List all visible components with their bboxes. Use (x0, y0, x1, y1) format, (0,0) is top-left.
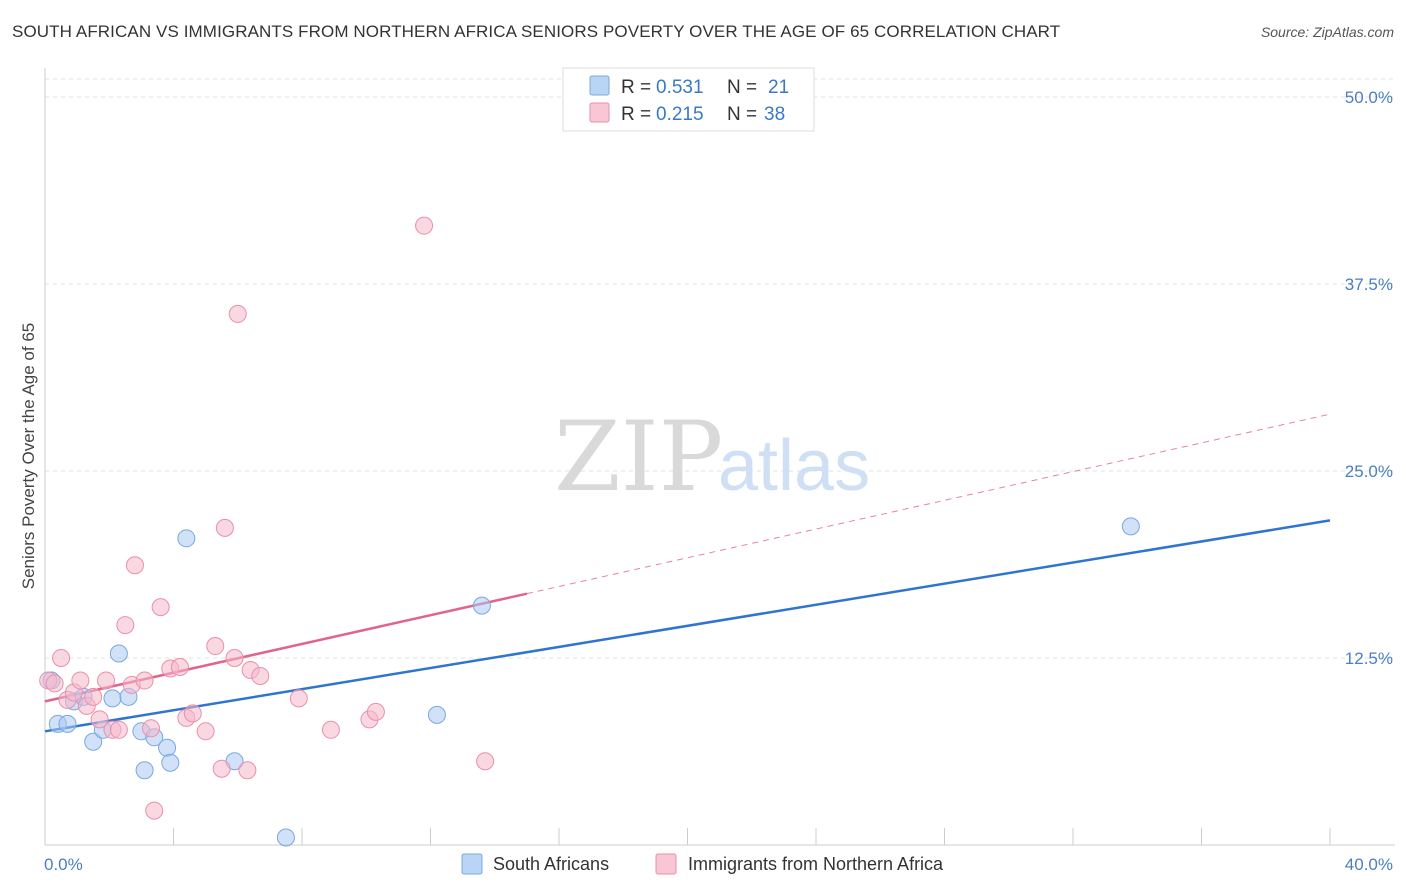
legend-n-value-2: 38 (764, 104, 785, 125)
legend-swatch-south-africans (589, 75, 610, 96)
south-africans-point-8 (109, 644, 128, 663)
immigrants-point-11 (109, 720, 128, 739)
immigrants-trend-extension (526, 413, 1331, 595)
series-legend: South Africans Immigrants from Northern … (461, 853, 944, 875)
immigrants-point-37 (476, 752, 495, 771)
y-axis-title: Seniors Poverty Over the Age of 65 (19, 323, 38, 589)
grid-lines (45, 78, 1395, 659)
watermark-atlas: atlas (718, 426, 870, 506)
legend-r-value-1: 0.531 (656, 77, 704, 98)
immigrants-point-35 (366, 702, 385, 721)
chart-title: SOUTH AFRICAN VS IMMIGRANTS FROM NORTHER… (12, 22, 1061, 41)
watermark: ZIP atlas (554, 401, 870, 513)
immigrants-point-36 (415, 216, 434, 235)
immigrants-point-16 (142, 719, 161, 738)
legend-n-value-1: 21 (768, 77, 789, 98)
south-africans-point-14 (161, 753, 180, 772)
south-africans-point-20 (1121, 517, 1140, 536)
immigrants-point-28 (228, 304, 247, 323)
data-points (39, 216, 1140, 847)
south-africans-point-13 (158, 738, 177, 757)
south-africans-point-2 (58, 714, 77, 733)
immigrants-point-23 (196, 722, 215, 741)
south-africans-point-5 (84, 732, 103, 751)
y-tick-label-1: 25.0% (1345, 462, 1393, 481)
legend-r-label-1: R = (621, 77, 651, 98)
correlation-legend: R = 0.531 N = 21 R = 0.215 N = 38 (562, 67, 815, 132)
south-africans-point-15 (177, 529, 196, 548)
immigrants-point-31 (251, 666, 270, 685)
immigrants-point-5 (71, 671, 90, 690)
south-africans-point-18 (427, 705, 446, 724)
x-tick-label-1: 40.0% (1345, 855, 1393, 874)
legend-r-value-2: 0.215 (656, 104, 704, 125)
immigrants-point-1 (45, 674, 64, 693)
immigrants-point-24 (206, 637, 225, 656)
bottom-legend-label-immigrants[interactable]: Immigrants from Northern Africa (688, 854, 944, 874)
immigrants-point-26 (215, 518, 234, 537)
south-africans-point-11 (135, 761, 154, 780)
bottom-legend-label-south-africans[interactable]: South Africans (493, 854, 609, 874)
immigrants-point-32 (289, 689, 308, 708)
immigrants-point-29 (238, 761, 257, 780)
legend-n-label-1: N = (727, 77, 757, 98)
immigrants-point-25 (212, 759, 231, 778)
legend-n-label-2: N = (727, 104, 757, 125)
immigrants-point-9 (97, 671, 116, 690)
immigrants-point-18 (151, 598, 170, 617)
immigrants-point-27 (225, 649, 244, 667)
immigrants-point-8 (90, 710, 109, 729)
immigrants-point-14 (125, 556, 144, 575)
immigrants-point-20 (170, 657, 189, 676)
source-label[interactable]: Source: ZipAtlas.com (1260, 24, 1394, 40)
immigrants-point-22 (183, 704, 202, 723)
immigrants-point-12 (116, 616, 135, 635)
y-tick-label-2: 37.5% (1345, 275, 1393, 294)
x-tick-labels: 0.0% 40.0% (44, 855, 1393, 874)
south-africans-point-19 (472, 596, 491, 615)
south-africans-point-7 (103, 689, 122, 708)
legend-swatch-immigrants (589, 102, 610, 123)
immigrants-point-7 (84, 687, 103, 706)
y-tick-label-0: 12.5% (1345, 649, 1393, 668)
immigrants-point-17 (145, 801, 164, 820)
bottom-legend-swatch-immigrants[interactable] (655, 853, 677, 875)
y-tick-label-3: 50.0% (1345, 88, 1393, 107)
axes (44, 68, 1395, 846)
x-tick-label-0: 0.0% (44, 855, 83, 874)
immigrants-point-15 (135, 671, 154, 690)
south-africans-trend-line (44, 519, 1331, 733)
watermark-zip: ZIP (554, 401, 723, 513)
immigrants-point-33 (321, 720, 340, 739)
legend-r-label-2: R = (621, 104, 651, 125)
bottom-legend-swatch-south-africans[interactable] (461, 853, 483, 875)
south-africans-point-17 (276, 828, 295, 847)
immigrants-point-2 (52, 649, 71, 667)
y-tick-labels: 12.5% 25.0% 37.5% 50.0% (1345, 88, 1393, 668)
